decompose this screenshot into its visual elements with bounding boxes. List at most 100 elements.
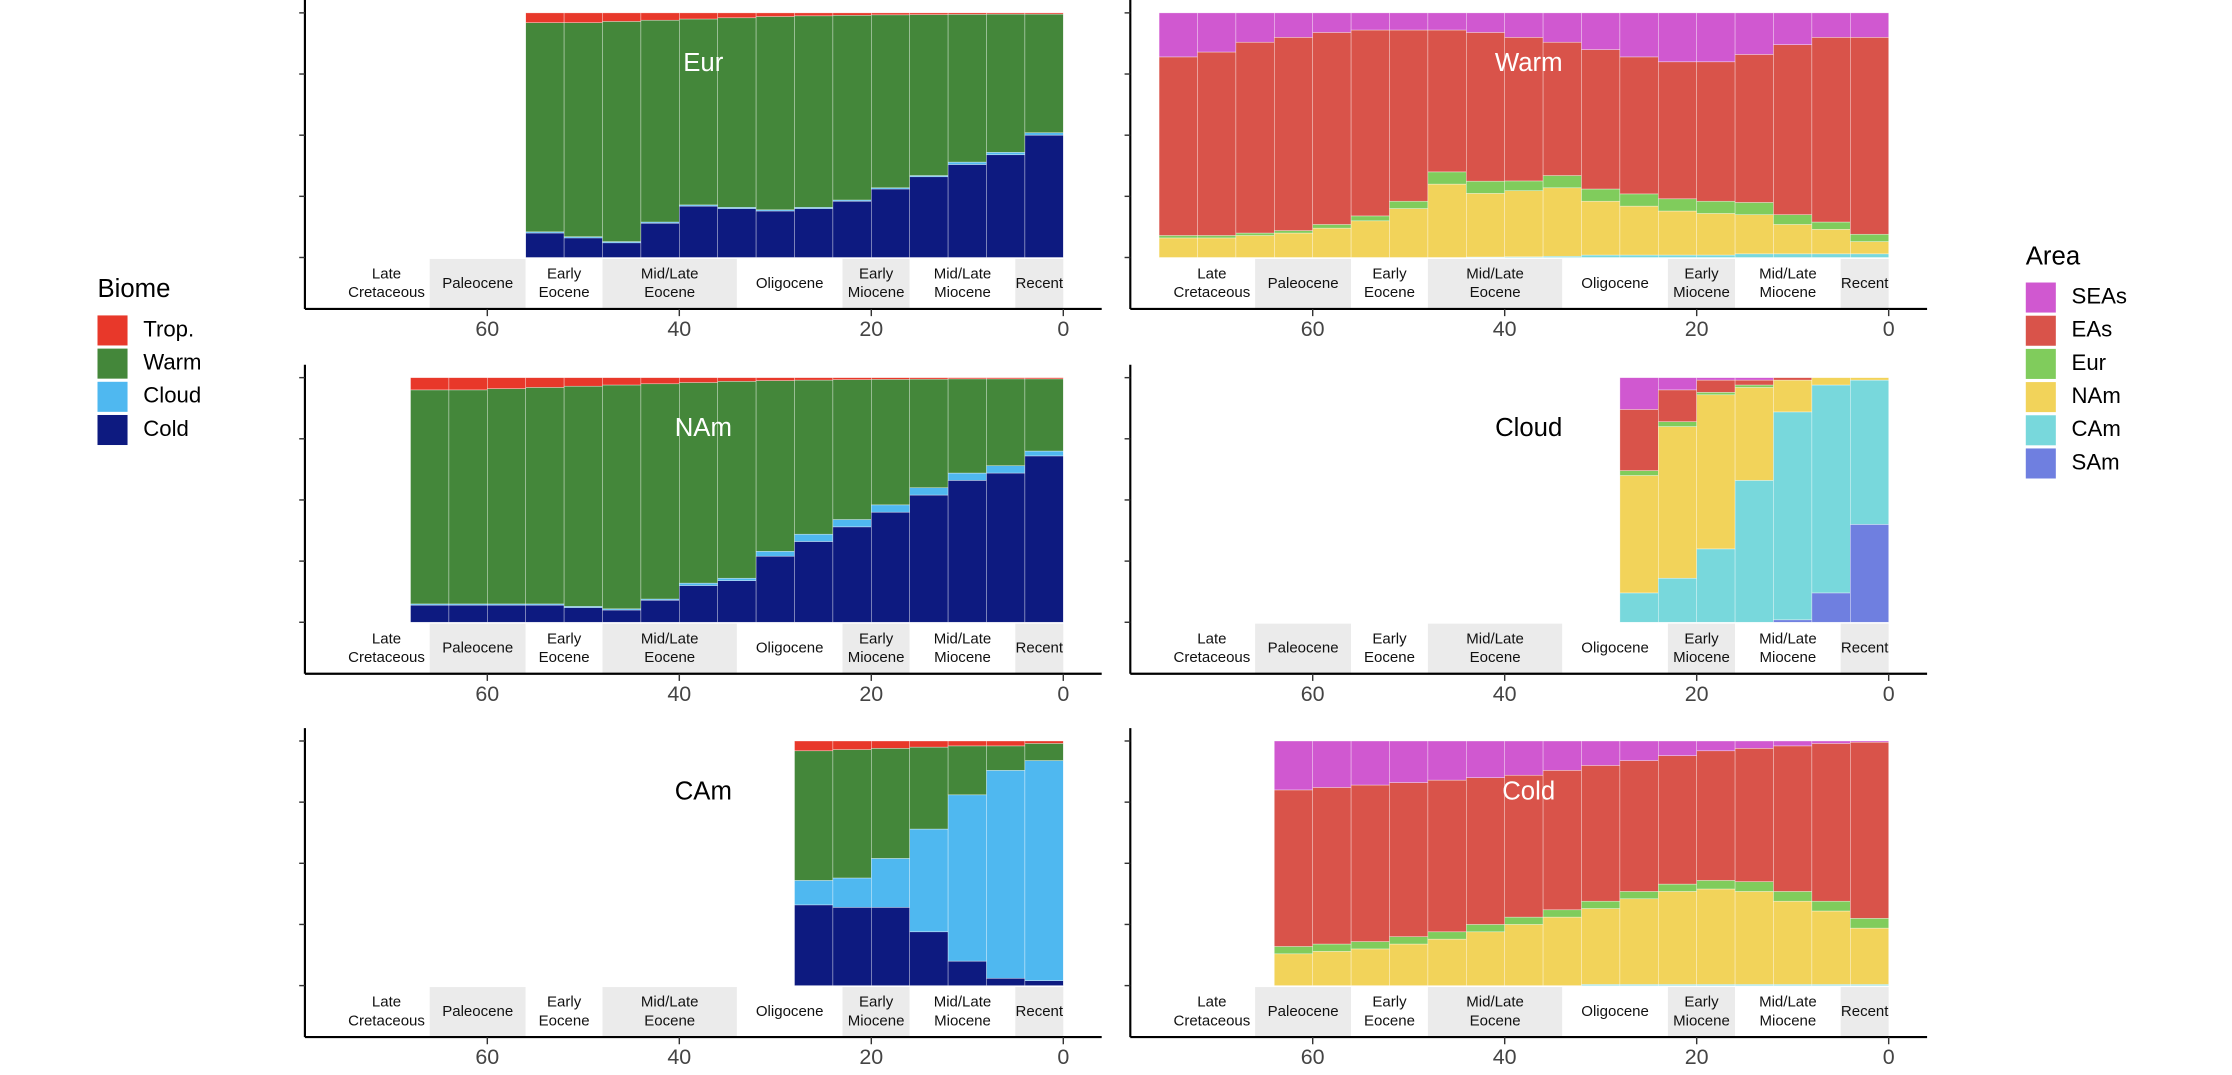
bar-segment [871, 505, 909, 512]
bar-segment [1389, 944, 1427, 986]
bar-segment [1620, 13, 1658, 57]
bar-segment [1697, 62, 1735, 201]
bar-segment [1581, 189, 1619, 201]
epoch-label: Late [1197, 630, 1226, 647]
epoch-label: Cretaceous [1174, 1012, 1251, 1029]
x-tick-label: 20 [1685, 317, 1709, 341]
legend-label: CAm [2072, 416, 2121, 441]
epoch-label: Early [1372, 630, 1407, 647]
bar-segment [795, 880, 833, 904]
bar-segment [1697, 741, 1735, 751]
epoch-label: Eocene [1364, 1012, 1415, 1029]
bar-segment [986, 770, 1024, 978]
epoch-label: Miocene [1673, 649, 1730, 666]
bar-segment [948, 13, 986, 14]
bar-segment [1505, 191, 1543, 257]
bar-segment [1581, 201, 1619, 255]
bar-segment [1773, 891, 1811, 901]
bar-segment [564, 378, 602, 387]
epoch-label: Early [547, 266, 582, 283]
epoch-label: Mid/Late [934, 994, 992, 1011]
bar-segment [1274, 37, 1312, 230]
bar-segment [1025, 13, 1063, 14]
epoch-label: Recent [1016, 1003, 1064, 1020]
bar-segment [795, 209, 833, 258]
x-tick-label: 60 [1301, 317, 1325, 341]
x-tick-label: 40 [1493, 1045, 1517, 1069]
legend-swatch [2026, 415, 2056, 445]
epoch-label: Recent [1841, 1003, 1889, 1020]
bar-segment [1389, 783, 1427, 937]
bar-segment [948, 961, 986, 985]
bar-segment [795, 542, 833, 623]
bar-segment [1850, 524, 1888, 622]
bar-segment [910, 741, 948, 747]
bar-segment [1658, 390, 1696, 422]
bar-segment [756, 381, 794, 552]
bar-segment [986, 473, 1024, 622]
bar-segment [1025, 741, 1063, 743]
epoch-label: Early [859, 994, 894, 1011]
bar-segment [756, 13, 794, 17]
bar-segment [1735, 254, 1773, 258]
bar-segment [1850, 13, 1888, 37]
bar-segment [986, 13, 1024, 14]
legend-label: NAm [2072, 383, 2121, 408]
bar-segment [411, 605, 449, 622]
bar-segment [1620, 593, 1658, 622]
x-tick-label: 0 [1057, 1045, 1069, 1069]
bar-segment [1505, 924, 1543, 985]
legend-label: SAm [2072, 449, 2120, 474]
bar-segment [1581, 13, 1619, 50]
bar-segment [833, 878, 871, 907]
bar-segment [1466, 181, 1504, 193]
bar-segment [718, 581, 756, 623]
bar-segment [1313, 951, 1351, 985]
bar-segment [1812, 13, 1850, 37]
bar-segment [679, 383, 717, 584]
panel-title: Cloud [1495, 414, 1562, 442]
bar-segment [1620, 378, 1658, 410]
bar-segment [564, 386, 602, 606]
bar-segment [564, 238, 602, 258]
epoch-label: Recent [1841, 275, 1889, 292]
bar-segment [910, 177, 948, 258]
bar-segment [1850, 37, 1888, 234]
bar-segment [1658, 427, 1696, 579]
x-tick-label: 20 [859, 682, 883, 706]
bar-segment [1658, 378, 1696, 390]
bar-segment [1697, 392, 1735, 394]
bar-segment [1505, 917, 1543, 924]
epoch-label: Late [372, 266, 401, 283]
bar-segment [1812, 37, 1850, 222]
bar-segment [1658, 578, 1696, 622]
bar-segment [948, 14, 986, 162]
bar-segment [679, 206, 717, 257]
bar-segment [833, 378, 871, 380]
bar-segment [487, 378, 525, 389]
bar-segment [1025, 133, 1063, 135]
bar-segment [1466, 193, 1504, 257]
bar-segment [1773, 13, 1811, 45]
bar-segment [1313, 13, 1351, 33]
bar-segment [795, 378, 833, 380]
bar-segment [1658, 255, 1696, 257]
bar-segment [1735, 13, 1773, 55]
epoch-label: Early [1684, 266, 1719, 283]
bar-segment [1543, 741, 1581, 770]
x-tick-label: 60 [475, 682, 499, 706]
bar-segment [1850, 928, 1888, 984]
legend-title: Area [2026, 242, 2081, 270]
epoch-label: Eocene [1364, 284, 1415, 301]
bar-segment [795, 534, 833, 541]
bar-segment [1581, 765, 1619, 901]
bar-segment [910, 15, 948, 176]
epoch-label: Mid/Late [1759, 630, 1817, 647]
bar-segment [833, 741, 871, 750]
bar-segment [1274, 946, 1312, 953]
epoch-label: Paleocene [442, 640, 513, 657]
bar-segment [1812, 222, 1850, 229]
bar-segment [1850, 254, 1888, 258]
epoch-label: Eocene [1364, 649, 1415, 666]
legend-swatch [97, 415, 127, 445]
